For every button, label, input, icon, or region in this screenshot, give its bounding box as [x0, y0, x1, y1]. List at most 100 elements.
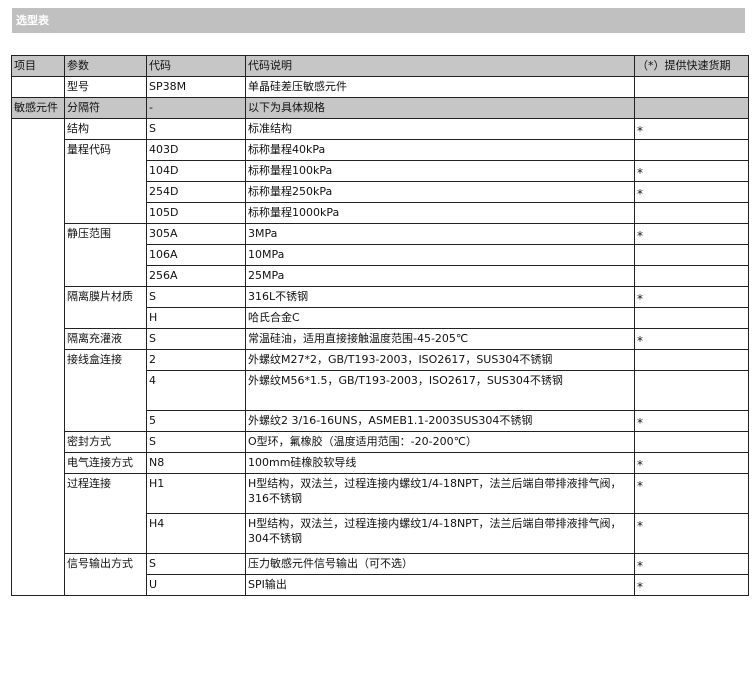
desc-cell: 外螺纹2 3/16-16UNS，ASMEB1.1-2003SUS304不锈钢	[245, 410, 635, 432]
desc-cell: 标称量程250kPa	[245, 181, 635, 203]
header-fast-delivery: （*）提供快速货期	[634, 55, 749, 77]
star-cell	[634, 431, 749, 453]
star-cell	[634, 307, 749, 329]
table-header-row: 项目 参数 代码 代码说明 （*）提供快速货期	[11, 55, 749, 77]
desc-cell: 316L不锈钢	[245, 286, 635, 308]
code-cell: 5	[146, 410, 246, 432]
desc-cell: H型结构，双法兰，过程连接内螺纹1/4-18NPT，法兰后端自带排液排气阀，30…	[245, 513, 635, 554]
desc-cell: H型结构，双法兰，过程连接内螺纹1/4-18NPT，法兰后端自带排液排气阀，31…	[245, 473, 635, 514]
item-cell-blank	[11, 118, 65, 596]
table-row: 隔离充灌液 S 常温硅油，适用直接接触温度范围-45-205℃ *	[12, 328, 749, 350]
star-cell	[634, 97, 749, 119]
table-row: H 哈氏合金C	[12, 307, 749, 329]
star-cell: *	[634, 286, 749, 308]
star-cell: *	[634, 118, 749, 140]
table-row: 4 外螺纹M56*1.5，GB/T193-2003，ISO2617，SUS304不…	[12, 370, 749, 411]
star-cell	[634, 349, 749, 371]
star-cell	[634, 265, 749, 287]
desc-cell: 标称量程40kPa	[245, 139, 635, 161]
star-cell: *	[634, 328, 749, 350]
table-row: 电气连接方式 N8 100mm硅橡胶软导线 *	[12, 452, 749, 474]
section-title: 选型表	[12, 8, 745, 33]
item-cell	[11, 76, 65, 98]
star-cell: *	[634, 160, 749, 182]
star-cell: *	[634, 181, 749, 203]
param-cell: 结构	[64, 118, 147, 140]
desc-cell: 标称量程100kPa	[245, 160, 635, 182]
table-row: 5 外螺纹2 3/16-16UNS，ASMEB1.1-2003SUS304不锈钢 *	[12, 410, 749, 432]
header-param: 参数	[64, 55, 147, 77]
code-cell: SP38M	[146, 76, 246, 98]
table-row: 量程代码 403D 标称量程40kPa	[12, 139, 749, 224]
star-cell: *	[634, 452, 749, 474]
star-cell	[634, 139, 749, 161]
star-cell	[634, 370, 749, 411]
table-row: 信号输出方式 S 压力敏感元件信号输出（可不选） *	[12, 553, 749, 596]
param-cell: 过程连接	[64, 473, 147, 554]
item-cell: 敏感元件	[11, 97, 65, 119]
star-cell: *	[634, 513, 749, 554]
param-cell: 量程代码	[64, 139, 147, 224]
param-cell: 隔离膜片材质	[64, 286, 147, 329]
desc-cell: 100mm硅橡胶软导线	[245, 452, 635, 474]
param-cell: 密封方式	[64, 431, 147, 453]
code-cell: H4	[146, 513, 246, 554]
desc-cell: 25MPa	[245, 265, 635, 287]
table-row: H4 H型结构，双法兰，过程连接内螺纹1/4-18NPT，法兰后端自带排液排气阀，…	[12, 513, 749, 554]
star-cell: *	[634, 553, 749, 575]
param-cell: 隔离充灌液	[64, 328, 147, 350]
code-cell: 105D	[146, 202, 246, 224]
table-row: 过程连接 H1 H型结构，双法兰，过程连接内螺纹1/4-18NPT，法兰后端自带排液…	[12, 473, 749, 554]
desc-cell: 标准结构	[245, 118, 635, 140]
star-cell	[634, 202, 749, 224]
desc-cell: 10MPa	[245, 244, 635, 266]
desc-cell: O型环，氟橡胶（温度适用范围：-20-200℃）	[245, 431, 635, 453]
star-cell: *	[634, 410, 749, 432]
param-cell: 分隔符	[64, 97, 147, 119]
star-cell: *	[634, 223, 749, 245]
code-cell: N8	[146, 452, 246, 474]
code-cell: S	[146, 553, 246, 575]
param-cell: 型号	[64, 76, 147, 98]
header-desc: 代码说明	[245, 55, 635, 77]
code-cell: 305A	[146, 223, 246, 245]
code-cell: S	[146, 431, 246, 453]
model-row: 型号 SP38M 单晶硅差压敏感元件	[11, 76, 749, 98]
header-item: 项目	[11, 55, 65, 77]
table-row: 密封方式 S O型环，氟橡胶（温度适用范围：-20-200℃）	[12, 431, 749, 453]
table-row: 接线盒连接 2 外螺纹M27*2，GB/T193-2003，ISO2617，SUS3…	[12, 349, 749, 432]
code-cell: 403D	[146, 139, 246, 161]
desc-cell: SPI输出	[245, 574, 635, 596]
star-cell: *	[634, 473, 749, 514]
code-cell: 104D	[146, 160, 246, 182]
desc-cell: 标称量程1000kPa	[245, 202, 635, 224]
code-cell: 2	[146, 349, 246, 371]
param-cell: 信号输出方式	[64, 553, 147, 596]
code-cell: 256A	[146, 265, 246, 287]
desc-cell: 外螺纹M27*2，GB/T193-2003，ISO2617，SUS304不锈钢	[245, 349, 635, 371]
table-row: 结构 S 标准结构 *	[11, 118, 749, 596]
code-cell: S	[146, 286, 246, 308]
table-row: 105D 标称量程1000kPa	[12, 202, 749, 224]
code-cell: H	[146, 307, 246, 329]
desc-cell: 以下为具体规格	[245, 97, 635, 119]
param-cell: 静压范围	[64, 223, 147, 287]
table-row: 静压范围 305A 3MPa *	[12, 223, 749, 287]
code-cell: H1	[146, 473, 246, 514]
star-cell: *	[634, 574, 749, 596]
desc-cell: 外螺纹M56*1.5，GB/T193-2003，ISO2617，SUS304不锈…	[245, 370, 635, 411]
selection-table: 项目 参数 代码 代码说明 （*）提供快速货期 型号 SP38M 单晶硅差压敏感…	[11, 55, 749, 596]
table-row: U SPI输出 *	[12, 574, 749, 596]
code-cell: S	[146, 328, 246, 350]
code-cell: 106A	[146, 244, 246, 266]
code-cell: 4	[146, 370, 246, 411]
separator-row: 敏感元件 分隔符 - 以下为具体规格	[11, 97, 749, 119]
desc-cell: 常温硅油，适用直接接触温度范围-45-205℃	[245, 328, 635, 350]
desc-cell: 哈氏合金C	[245, 307, 635, 329]
code-cell: 254D	[146, 181, 246, 203]
code-cell: U	[146, 574, 246, 596]
header-code: 代码	[146, 55, 246, 77]
desc-cell: 压力敏感元件信号输出（可不选）	[245, 553, 635, 575]
code-cell: S	[146, 118, 246, 140]
code-cell: -	[146, 97, 246, 119]
